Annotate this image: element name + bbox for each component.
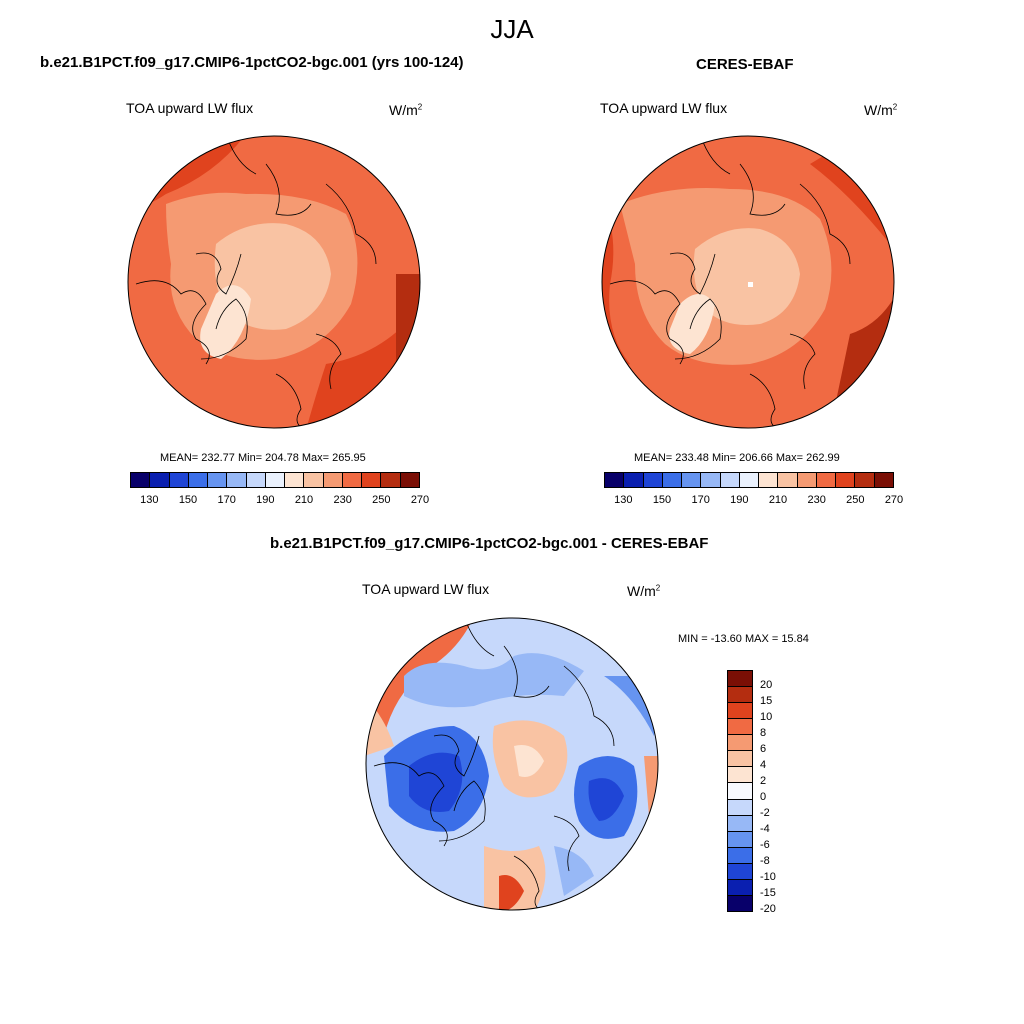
colorbar-swatch	[855, 473, 875, 487]
colorbar-swatch	[778, 473, 798, 487]
panel-3-colorbar	[727, 670, 753, 912]
colorbar-swatch	[662, 473, 683, 487]
colorbar-swatch	[643, 473, 663, 487]
colorbar-swatch	[304, 473, 324, 487]
colorbar-tick-label: 10	[760, 711, 773, 723]
colorbar-swatch	[874, 473, 893, 487]
colorbar-swatch	[816, 473, 837, 487]
colorbar-tick-label: -6	[760, 839, 770, 851]
season-title: JJA	[490, 14, 534, 44]
colorbar-tick-label: -8	[760, 855, 770, 867]
colorbar-tick-label: 230	[333, 494, 352, 506]
colorbar-swatch	[728, 831, 752, 848]
colorbar-tick-label: 20	[760, 679, 773, 691]
colorbar-swatch	[208, 473, 228, 487]
colorbar-swatch	[836, 473, 856, 487]
colorbar-tick-label: -15	[760, 887, 776, 899]
colorbar-swatch	[265, 473, 286, 487]
panel-1-stats: MEAN= 232.77 Min= 204.78 Max= 265.95	[160, 452, 366, 464]
colorbar-tick-label: 150	[652, 494, 672, 506]
colorbar-swatch	[728, 783, 752, 800]
colorbar-tick-label: 270	[410, 494, 430, 506]
panel-2-stats: MEAN= 233.48 Min= 206.66 Max= 262.99	[634, 452, 840, 464]
colorbar-tick-label: -10	[760, 871, 776, 883]
panel-2-map	[601, 135, 895, 429]
colorbar-swatch	[605, 473, 625, 487]
panel-1-variable-label: TOA upward LW flux	[126, 100, 254, 116]
colorbar-swatch	[728, 767, 752, 784]
colorbar-swatch	[169, 473, 189, 487]
colorbar-tick-label: -4	[760, 823, 770, 835]
colorbar-swatch	[728, 895, 752, 911]
colorbar-tick-label: 270	[884, 494, 904, 506]
colorbar-swatch	[246, 473, 266, 487]
colorbar-tick-label: 170	[691, 494, 710, 506]
colorbar-swatch	[624, 473, 644, 487]
colorbar-swatch	[759, 473, 779, 487]
panel-1-colorbar-ticks: 130 150 170 190 210 230 250 270	[130, 494, 429, 508]
colorbar-swatch	[188, 473, 209, 487]
colorbar-swatch	[728, 671, 752, 688]
panel-3-units: W/m2	[627, 583, 661, 599]
colorbar-tick-label: 130	[614, 494, 633, 506]
panel-2-variable-label: TOA upward LW flux	[600, 100, 728, 116]
panel-1-map	[127, 135, 421, 429]
panel-3-stats: MIN = -13.60 MAX = 15.84	[678, 633, 809, 645]
colorbar-tick-label: 6	[760, 743, 767, 755]
colorbar-tick-label: 130	[140, 494, 159, 506]
colorbar-swatch	[682, 473, 702, 487]
panel-3-colorbar-ticks: 20 15 10 8 6 4 2 0 -2 -4 -6 -8 -10 -15 -20	[760, 670, 800, 915]
colorbar-tick-label: 4	[760, 759, 767, 771]
panel-1-case-title: b.e21.B1PCT.f09_g17.CMIP6-1pctCO2-bgc.00…	[40, 54, 464, 71]
colorbar-swatch	[720, 473, 740, 487]
colorbar-swatch	[728, 719, 752, 736]
colorbar-swatch	[227, 473, 247, 487]
colorbar-tick-label: -20	[760, 903, 776, 915]
colorbar-swatch	[728, 703, 752, 720]
panel-1-colorbar	[130, 472, 420, 488]
colorbar-tick-label: 190	[730, 494, 749, 506]
colorbar-swatch	[150, 473, 170, 487]
colorbar-swatch	[797, 473, 817, 487]
colorbar-swatch	[285, 473, 305, 487]
colorbar-tick-label: 210	[768, 494, 788, 506]
colorbar-swatch	[381, 473, 401, 487]
colorbar-swatch	[323, 473, 343, 487]
colorbar-swatch	[701, 473, 721, 487]
colorbar-tick-label: 170	[217, 494, 236, 506]
colorbar-tick-label: 0	[760, 791, 767, 803]
panel-2-colorbar	[604, 472, 894, 488]
colorbar-tick-label: 210	[294, 494, 314, 506]
colorbar-swatch	[728, 735, 752, 752]
colorbar-swatch	[728, 815, 752, 832]
colorbar-swatch	[131, 473, 151, 487]
colorbar-swatch	[342, 473, 363, 487]
colorbar-swatch	[400, 473, 419, 487]
panel-1-units: W/m2	[389, 102, 423, 118]
colorbar-swatch	[739, 473, 760, 487]
colorbar-tick-label: 15	[760, 695, 773, 707]
colorbar-tick-label: 2	[760, 775, 767, 787]
colorbar-swatch	[728, 847, 752, 864]
colorbar-swatch	[362, 473, 382, 487]
colorbar-tick-label: 230	[807, 494, 826, 506]
panel-2-case-title: CERES-EBAF	[696, 56, 794, 73]
colorbar-tick-label: -2	[760, 807, 770, 819]
panel-2-units: W/m2	[864, 102, 898, 118]
colorbar-tick-label: 8	[760, 727, 767, 739]
panel-2-colorbar-ticks: 130 150 170 190 210 230 250 270	[604, 494, 903, 508]
colorbar-swatch	[728, 687, 752, 704]
colorbar-tick-label: 250	[846, 494, 865, 506]
colorbar-swatch	[728, 751, 752, 768]
panel-3-case-title: b.e21.B1PCT.f09_g17.CMIP6-1pctCO2-bgc.00…	[270, 535, 709, 552]
colorbar-tick-label: 190	[256, 494, 275, 506]
panel-3-map	[365, 617, 659, 911]
colorbar-swatch	[728, 879, 752, 896]
colorbar-swatch	[728, 863, 752, 880]
colorbar-swatch	[728, 799, 752, 816]
colorbar-tick-label: 150	[178, 494, 198, 506]
panel-3-variable-label: TOA upward LW flux	[362, 581, 490, 597]
colorbar-tick-label: 250	[372, 494, 391, 506]
